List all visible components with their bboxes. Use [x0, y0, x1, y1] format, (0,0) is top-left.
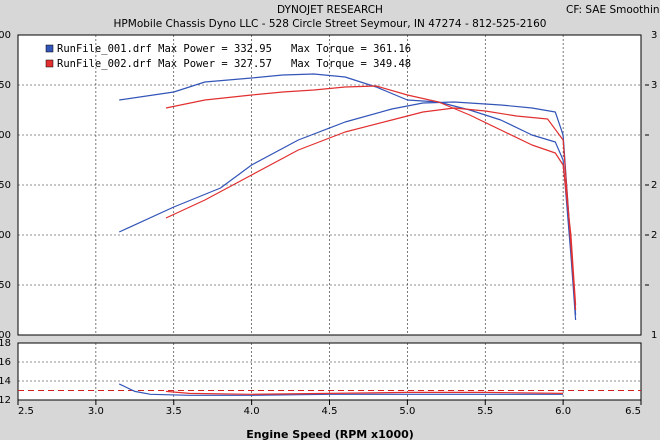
- x-axis-label: Engine Speed (RPM x1000): [246, 428, 414, 440]
- afr-series: [118, 383, 564, 396]
- x-tick-label: 5.5: [477, 406, 493, 417]
- y-tick-label-left: 250: [0, 180, 11, 191]
- afr-y-tick-label: 14: [0, 376, 11, 387]
- main-y-ticks-left: 100 150 200 250 300 350 400: [0, 30, 11, 341]
- x-tick-label: 6.5: [625, 406, 641, 417]
- y-tick-label-left: 100: [0, 330, 11, 341]
- afr-series-line: [165, 390, 564, 395]
- x-tick-label: 4.5: [322, 406, 338, 417]
- series-line-power: [118, 101, 577, 316]
- x-tick-label: 6.0: [555, 406, 571, 417]
- y-tick-label-right: 1: [651, 330, 657, 341]
- y-tick-label-left: 350: [0, 80, 11, 91]
- x-tick-label: 5.0: [399, 406, 415, 417]
- y-tick-label-right: 2: [651, 230, 657, 241]
- legend: RunFile_001.drf Max Power = 332.95 Max T…: [45, 43, 411, 70]
- afr-grid: [18, 343, 641, 400]
- legend-swatch-run2: [45, 59, 54, 68]
- afr-series-line: [118, 383, 564, 396]
- y-tick-label-right: 3: [651, 80, 657, 91]
- main-y-ticks-right: 1 2 2 3 3: [645, 30, 657, 341]
- legend-torque-run1: Max Torque = 361.16: [291, 43, 411, 55]
- y-tick-label-right: 2: [651, 180, 657, 191]
- y-tick-label-left: 400: [0, 30, 11, 41]
- y-tick-label-left: 150: [0, 280, 11, 291]
- series-line-torque: [165, 85, 577, 306]
- legend-torque-run2: Max Torque = 349.48: [291, 58, 411, 70]
- afr-y-tick-label: 18: [0, 338, 11, 349]
- series-line-power: [165, 107, 577, 311]
- series-line-torque: [119, 73, 577, 321]
- chart-subtitle: HPMobile Chassis Dyno LLC - 528 Circle S…: [114, 18, 547, 30]
- legend-label-run1: RunFile_001.drf Max Power = 332.95: [57, 43, 272, 55]
- x-tick-label: 3.5: [166, 406, 182, 417]
- correction-factor-label: CF: SAE Smoothing: [566, 4, 660, 16]
- x-tick-label: 2.5: [18, 406, 34, 417]
- y-tick-label-left: 200: [0, 230, 11, 241]
- y-tick-label-left: 300: [0, 130, 11, 141]
- main-grid: [18, 35, 641, 335]
- main-series: [118, 73, 577, 321]
- legend-swatch-run1: [45, 44, 54, 53]
- afr-y-tick-label: 16: [0, 357, 11, 368]
- chart-title: DYNOJET RESEARCH: [277, 4, 383, 16]
- afr-y-tick-label: 12: [0, 395, 11, 406]
- x-tick-label: 4.0: [244, 406, 260, 417]
- afr-y-ticks: 12 14 16 18: [0, 338, 11, 406]
- y-tick-label-right: 3: [651, 30, 657, 41]
- x-tick-label: 3.0: [88, 406, 104, 417]
- x-axis-ticks: 2.5 3.0 3.5 4.0 4.5 5.0 5.5 6.0 6.5: [17, 400, 642, 417]
- legend-label-run2: RunFile_002.drf Max Power = 327.57: [57, 58, 272, 70]
